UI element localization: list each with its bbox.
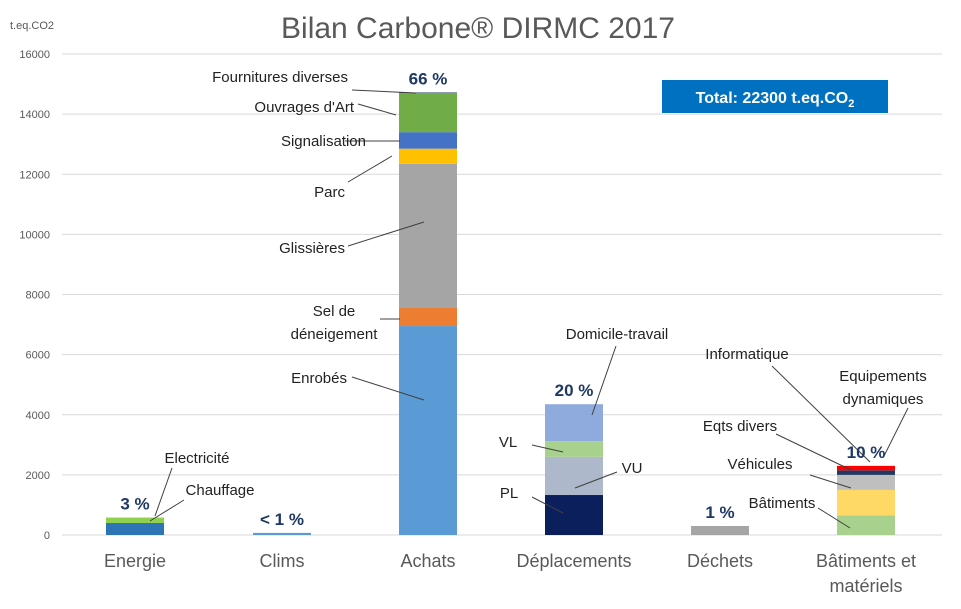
y-tick-label: 6000	[26, 350, 50, 362]
callout-label: Parc	[314, 184, 345, 201]
y-tick-label: 10000	[19, 229, 50, 241]
total-box-main: Total: 22300 t.eq.CO	[696, 90, 849, 107]
x-category-label: Achats	[400, 551, 455, 571]
bar-segment	[837, 515, 895, 535]
bar-segment	[106, 522, 164, 535]
bar-percent-label: 1 %	[705, 503, 734, 522]
callout-leader-line	[771, 365, 871, 463]
callout-label: Bâtiments	[749, 495, 816, 512]
bar-segment	[399, 93, 457, 133]
bar-segment	[399, 326, 457, 535]
x-category-label: matériels	[829, 576, 902, 596]
bar-percent-label: 66 %	[409, 69, 448, 88]
bar-percent-label: 20 %	[555, 381, 594, 400]
callout-label: Fournitures diverses	[212, 69, 348, 86]
x-category-label: Déplacements	[516, 551, 631, 571]
callout-label: Signalisation	[281, 133, 366, 150]
bar-segment	[691, 525, 749, 535]
callout-label: Informatique	[705, 346, 788, 363]
callout-label: Ouvrages d'Art	[254, 99, 354, 116]
x-category-label: Energie	[104, 551, 166, 571]
bar-segment	[399, 132, 457, 149]
callout-leader-line	[347, 155, 393, 183]
bar-segment	[399, 148, 457, 164]
total-box-background	[662, 80, 888, 113]
bar-segment	[399, 163, 457, 309]
callout-leader-line	[809, 474, 852, 489]
bar-segment	[837, 470, 895, 475]
y-axis-unit-label: t.eq.CO2	[10, 20, 54, 32]
callout-label: Enrobés	[291, 370, 347, 387]
bar-segment	[837, 474, 895, 490]
callout-leader-line	[531, 496, 564, 514]
callout-label: Domicile-travail	[566, 326, 669, 343]
bars	[106, 92, 895, 535]
bar-segment	[545, 441, 603, 457]
bar-segment	[106, 517, 164, 523]
total-box-subscript: 2	[848, 98, 854, 110]
y-tick-label: 4000	[26, 410, 50, 422]
callout-label: Véhicules	[727, 456, 792, 473]
callout-label: déneigement	[291, 326, 379, 343]
bar-segment	[399, 308, 457, 327]
y-tick-label: 12000	[19, 169, 50, 181]
bar-segment	[837, 465, 895, 471]
callout-label: dynamiques	[843, 391, 924, 408]
callout-leader-line	[347, 221, 425, 247]
leader-lines	[149, 89, 909, 529]
callout-label: VU	[622, 460, 643, 477]
y-tick-label: 14000	[19, 109, 50, 121]
bar-segment	[545, 456, 603, 496]
callout-leader-line	[817, 507, 851, 529]
y-tick-label: 8000	[26, 290, 50, 302]
bar-segment	[253, 532, 311, 535]
callout-leader-line	[883, 407, 909, 457]
total-box-text: Total: 22300 t.eq.CO2	[696, 90, 855, 110]
callout-leader-line	[149, 499, 185, 522]
callout-label: Electricité	[164, 450, 229, 467]
bar-percent-label: < 1 %	[260, 510, 304, 529]
callout-leader-line	[775, 433, 852, 471]
bar-percent-label: 10 %	[847, 443, 886, 462]
callout-label: Sel de	[313, 303, 356, 320]
x-category-label: Bâtiments et	[816, 551, 916, 571]
y-tick-label: 16000	[19, 49, 50, 61]
callout-label: Glissières	[279, 240, 345, 257]
gridlines	[62, 53, 942, 536]
callout-label: VL	[499, 434, 517, 451]
callout-label: Chauffage	[186, 482, 255, 499]
callout-leader-line	[351, 376, 425, 401]
x-category-label: Clims	[260, 551, 305, 571]
bar-segment	[837, 489, 895, 516]
callout-leader-line	[351, 89, 417, 94]
callout-label: Equipements	[839, 368, 927, 385]
total-box: Total: 22300 t.eq.CO2	[662, 80, 888, 113]
callout-leader-line	[154, 467, 173, 517]
callout-leader-line	[357, 103, 397, 116]
callout-label: Eqts divers	[703, 418, 777, 435]
labels: 0 2000 4000 6000 8000 10000 12000 14000 16000 3 %…	[19, 49, 926, 596]
y-tick-label: 2000	[26, 470, 50, 482]
chart-title: Bilan Carbone® DIRMC 2017	[281, 12, 675, 45]
callout-leader-line	[574, 471, 618, 489]
callout-label: PL	[500, 485, 518, 502]
bar-segment	[545, 495, 603, 535]
callout-leader-line	[591, 345, 617, 416]
x-category-label: Déchets	[687, 551, 753, 571]
y-tick-label: 0	[44, 530, 50, 542]
bar-percent-label: 3 %	[120, 495, 149, 514]
callout-leader-line	[531, 444, 564, 453]
bar-segment	[399, 92, 457, 94]
